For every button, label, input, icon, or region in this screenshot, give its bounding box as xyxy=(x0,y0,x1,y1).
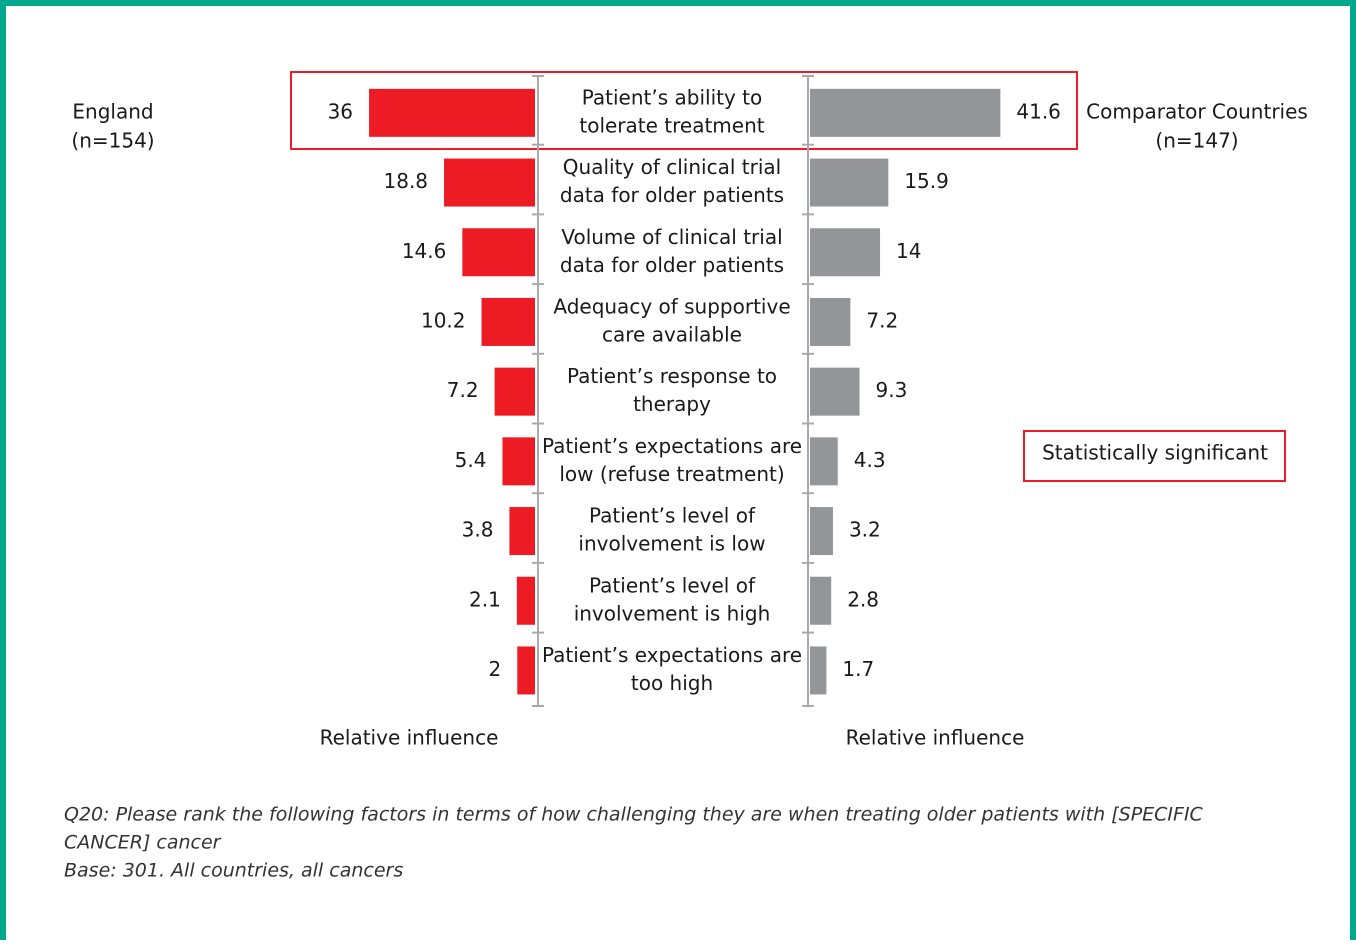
value-label: 14.6 xyxy=(402,239,447,263)
bar xyxy=(509,507,535,556)
value-label: 2.8 xyxy=(847,587,879,611)
category-label: involvement is high xyxy=(574,601,771,625)
value-label: 2 xyxy=(489,657,502,681)
value-label: 41.6 xyxy=(1016,99,1061,123)
bar xyxy=(481,297,535,346)
bar xyxy=(494,367,535,416)
category-label: Patient’s response to xyxy=(567,364,777,388)
significance-highlight xyxy=(290,71,1078,150)
bar xyxy=(810,88,1001,137)
bar xyxy=(462,228,535,277)
bar xyxy=(810,158,889,207)
legend-label: Statistically significant xyxy=(1042,441,1268,465)
footnote: Q20: Please rank the following factors i… xyxy=(64,804,1204,826)
bar xyxy=(369,88,535,137)
value-label: 14 xyxy=(896,239,921,263)
footnote: Base: 301. All countries, all cancers xyxy=(64,860,403,882)
bar xyxy=(810,297,851,346)
category-label: Patient’s expectations are xyxy=(542,643,802,667)
category-label: Quality of clinical trial xyxy=(563,155,781,179)
value-label: 7.2 xyxy=(447,378,479,402)
left-axis-label: Relative influence xyxy=(320,726,499,750)
bar xyxy=(810,228,881,277)
bar xyxy=(444,158,535,207)
footnote: CANCER] cancer xyxy=(64,832,222,854)
category-label: Volume of clinical trial xyxy=(561,225,782,249)
category-label: data for older patients xyxy=(560,253,784,277)
category-label: Patient’s level of xyxy=(589,573,756,597)
category-label: involvement is low xyxy=(578,532,765,556)
category-label: Patient’s level of xyxy=(589,504,756,528)
category-label: tolerate treatment xyxy=(579,113,764,137)
category-label: Patient’s ability to xyxy=(582,85,763,109)
bar xyxy=(517,646,535,695)
category-label: data for older patients xyxy=(560,183,784,207)
bar xyxy=(810,507,833,556)
value-label: 18.8 xyxy=(384,169,429,193)
value-label: 1.7 xyxy=(842,657,874,681)
category-label: Adequacy of supportive xyxy=(553,294,790,318)
value-label: 7.2 xyxy=(866,308,898,332)
category-label: Patient’s expectations are xyxy=(542,434,802,458)
value-label: 4.3 xyxy=(854,448,886,472)
value-label: 3.2 xyxy=(849,518,881,542)
value-label: 2.1 xyxy=(469,587,501,611)
value-label: 9.3 xyxy=(876,378,908,402)
bar xyxy=(502,437,535,486)
category-label: care available xyxy=(602,322,742,346)
right-series-name: Comparator Countries xyxy=(1086,100,1308,124)
bar xyxy=(516,576,535,625)
bar xyxy=(810,367,860,416)
bar xyxy=(810,437,838,486)
legend-box xyxy=(1023,430,1286,482)
left-series-base: (n=154) xyxy=(71,129,154,153)
right-series-base: (n=147) xyxy=(1155,129,1238,153)
value-label: 5.4 xyxy=(455,448,487,472)
value-label: 3.8 xyxy=(462,518,494,542)
left-series-name: England xyxy=(72,100,153,124)
category-label: therapy xyxy=(633,392,711,416)
value-label: 10.2 xyxy=(421,308,466,332)
value-label: 36 xyxy=(328,99,353,123)
bar xyxy=(810,646,827,695)
right-axis-label: Relative influence xyxy=(846,726,1025,750)
value-label: 15.9 xyxy=(904,169,949,193)
bar xyxy=(810,576,832,625)
category-label: too high xyxy=(631,671,713,695)
category-label: low (refuse treatment) xyxy=(559,462,784,486)
